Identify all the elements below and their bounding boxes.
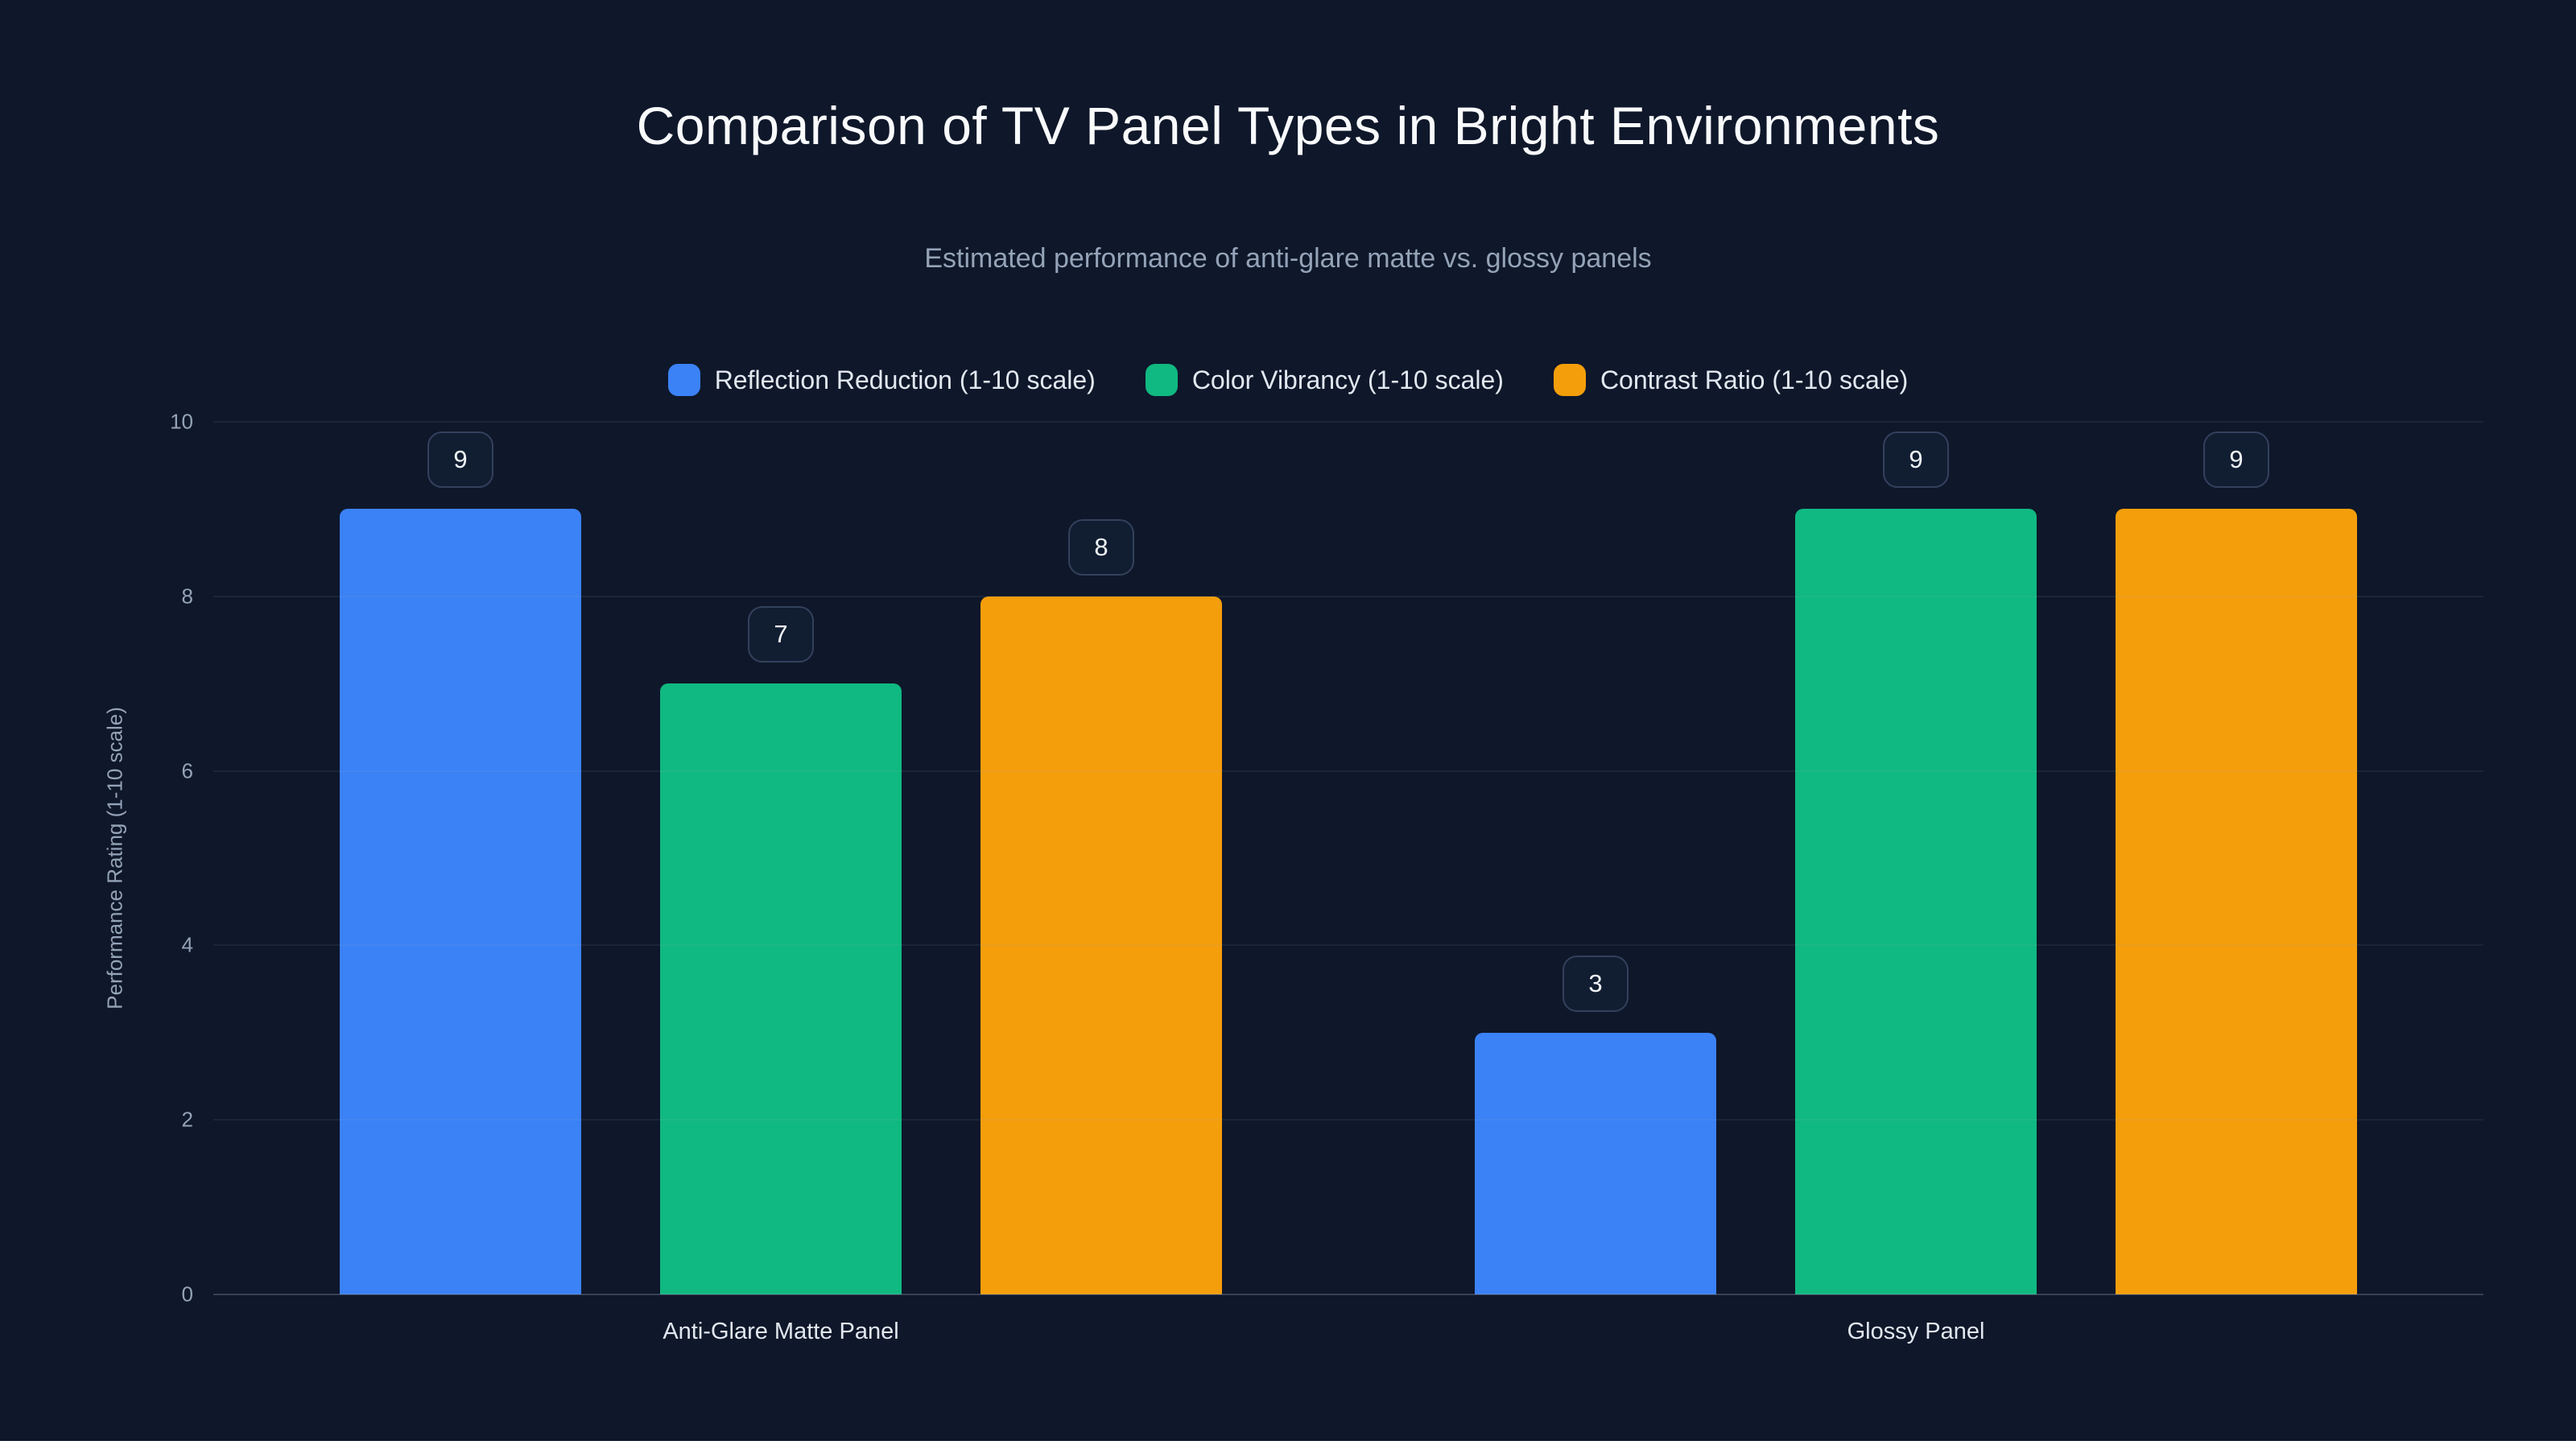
y-tick-label: 6	[181, 758, 193, 783]
gridline	[213, 944, 2483, 947]
bar-groups: 9 7 8 3 9 9	[213, 422, 2483, 1294]
y-tick-label: 8	[181, 584, 193, 609]
category-label: Anti-Glare Matte Panel	[663, 1319, 899, 1344]
y-tick-label: 10	[170, 409, 193, 434]
bar	[340, 509, 581, 1294]
legend-label: Contrast Ratio (1-10 scale)	[1600, 365, 1909, 394]
gridline	[213, 1119, 2483, 1121]
legend-label: Color Vibrancy (1-10 scale)	[1191, 365, 1504, 394]
bar-value-label: 8	[1068, 518, 1134, 576]
category-label: Glossy Panel	[1847, 1319, 1985, 1344]
gridline	[213, 770, 2483, 772]
bar-group: 3 9 9	[1348, 422, 2483, 1294]
chart-subtitle: Estimated performance of anti-glare matt…	[924, 243, 1652, 274]
bar	[1475, 1032, 1716, 1294]
gridline	[213, 421, 2483, 423]
legend-item[interactable]: Reflection Reduction (1-10 scale)	[667, 364, 1096, 396]
y-ticks: 0 2 4 6 8 10	[121, 410, 193, 1307]
legend: Reflection Reduction (1-10 scale) Color V…	[0, 364, 2576, 396]
legend-swatch-icon	[667, 364, 700, 396]
y-tick-label: 2	[181, 1107, 193, 1132]
plot-area: 9 7 8 3 9 9	[213, 421, 2483, 1295]
bar	[2116, 509, 2357, 1294]
bar	[660, 683, 902, 1294]
chart-title: Comparison of TV Panel Types in Bright E…	[636, 96, 1940, 155]
bar	[1795, 509, 2037, 1294]
category-labels: Anti-Glare Matte Panel Glossy Panel	[213, 1319, 2483, 1345]
page-bottom-edge	[0, 1441, 2576, 1449]
bar-value-label: 9	[1883, 431, 1949, 489]
legend-item[interactable]: Color Vibrancy (1-10 scale)	[1145, 364, 1504, 396]
y-tick-label: 4	[181, 932, 193, 957]
bar-wrap: 7	[660, 422, 902, 1294]
legend-swatch-icon	[1145, 364, 1178, 396]
bar-wrap: 9	[1795, 422, 2037, 1294]
bar-group: 9 7 8	[213, 422, 1348, 1294]
bar-wrap: 8	[980, 422, 1222, 1294]
bar-wrap: 9	[340, 422, 581, 1294]
bar-value-label: 9	[2203, 431, 2269, 489]
bar-value-label: 3	[1563, 955, 1629, 1012]
y-tick-label: 0	[181, 1282, 193, 1307]
gridline	[213, 595, 2483, 597]
legend-label: Reflection Reduction (1-10 scale)	[714, 365, 1096, 394]
bar-value-label: 9	[427, 431, 493, 489]
gridline	[213, 1294, 2483, 1295]
bar-wrap: 9	[2116, 422, 2357, 1294]
bar-value-label: 7	[748, 606, 814, 663]
legend-item[interactable]: Contrast Ratio (1-10 scale)	[1553, 364, 1909, 396]
legend-swatch-icon	[1553, 364, 1586, 396]
bar-wrap: 3	[1475, 422, 1716, 1294]
bar	[980, 596, 1222, 1294]
